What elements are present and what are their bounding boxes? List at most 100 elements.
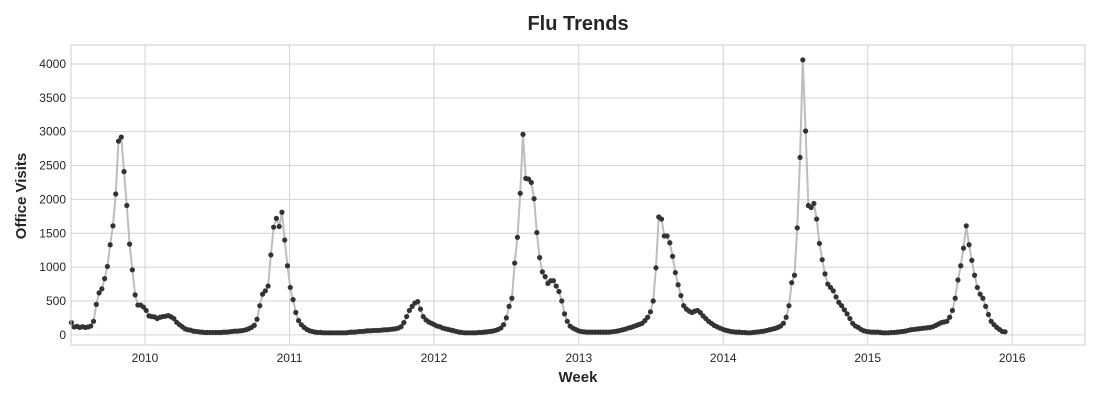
x-tick-label: 2015 [854, 351, 881, 365]
data-point [958, 263, 964, 269]
data-point [556, 288, 562, 295]
data-point [838, 303, 845, 309]
data-point [553, 283, 559, 289]
x-tick-label: 2016 [999, 351, 1026, 365]
data-point [564, 318, 570, 324]
data-point [672, 269, 678, 276]
x-axis-label: Week [559, 369, 599, 386]
data-point [271, 224, 277, 230]
data-point [977, 291, 983, 297]
data-point [517, 190, 523, 196]
data-point [284, 263, 291, 269]
data-point [509, 295, 515, 301]
data-point [404, 313, 410, 320]
data-point [960, 245, 967, 251]
data-point [550, 278, 557, 284]
data-point [257, 303, 263, 309]
data-point [254, 316, 260, 322]
y-tick-label: 0 [59, 328, 66, 342]
data-point [265, 283, 271, 289]
data-point [985, 311, 992, 318]
data-point [952, 295, 958, 301]
data-point [667, 240, 673, 246]
data-point [678, 292, 684, 299]
data-point [789, 280, 795, 286]
grid-lines [71, 45, 1085, 345]
data-point [947, 314, 953, 320]
data-point [293, 309, 299, 316]
data-point [780, 320, 787, 326]
data-point [983, 303, 989, 309]
data-point [110, 223, 116, 229]
x-tick-label: 2012 [421, 351, 448, 365]
y-tick-label: 3000 [39, 125, 66, 139]
data-point [561, 311, 568, 317]
data-point [262, 288, 268, 294]
data-point [822, 271, 828, 277]
y-axis-ticks: 0 500 1000 1500 2000 2500 3000 3500 4000 [39, 57, 66, 342]
data-point [90, 318, 97, 324]
data-point [658, 216, 665, 222]
data-point [417, 306, 424, 312]
data-point [268, 252, 274, 258]
chart-title: Flu Trends [527, 13, 628, 35]
data-point [847, 315, 853, 322]
data-point [830, 288, 836, 294]
data-point [118, 134, 124, 140]
x-tick-label: 2010 [132, 351, 159, 365]
data-point [276, 223, 282, 230]
data-point [132, 292, 138, 298]
y-tick-label: 2000 [39, 192, 66, 206]
data-point [528, 179, 534, 186]
data-point [966, 242, 972, 248]
data-point [401, 320, 407, 326]
data-point [841, 307, 847, 313]
data-point [514, 234, 521, 240]
data-point [1002, 329, 1008, 335]
data-point [653, 265, 659, 271]
plot-frame [70, 44, 1086, 346]
data-point [290, 297, 296, 303]
data-point [808, 204, 814, 211]
data-point [816, 240, 823, 247]
data-point [645, 314, 651, 320]
data-point [955, 277, 961, 283]
data-point [971, 272, 978, 278]
y-tick-label: 2500 [39, 159, 66, 173]
data-point [833, 294, 839, 300]
data-point [980, 295, 986, 301]
data-point [669, 253, 676, 259]
data-point [104, 263, 111, 270]
data-point [783, 314, 789, 320]
data-point [650, 298, 656, 304]
data-point [647, 309, 654, 315]
data-point [113, 191, 119, 197]
x-axis-ticks: 2010 2011 2012 2013 2014 2015 2016 [132, 351, 1026, 365]
data-point [93, 301, 99, 307]
data-point [99, 286, 105, 292]
data-point [800, 57, 806, 63]
data-point [124, 202, 130, 209]
data-point [143, 307, 149, 314]
y-tick-label: 1000 [39, 260, 66, 274]
y-tick-label: 1500 [39, 226, 66, 240]
data-point [96, 290, 102, 296]
data-point [944, 318, 950, 324]
data-point [171, 315, 177, 322]
data-point [503, 315, 509, 321]
x-tick-label: 2011 [277, 351, 303, 365]
x-tick-label: 2013 [565, 351, 592, 365]
data-point [415, 299, 421, 305]
data-point [786, 303, 792, 309]
data-point [126, 241, 133, 247]
data-point [802, 128, 809, 134]
data-point [398, 324, 404, 330]
data-point [500, 322, 507, 328]
data-point [814, 216, 820, 222]
data-point [969, 257, 975, 263]
data-point [534, 229, 540, 236]
x-tick-label: 2014 [710, 351, 737, 365]
data-point [129, 267, 135, 273]
